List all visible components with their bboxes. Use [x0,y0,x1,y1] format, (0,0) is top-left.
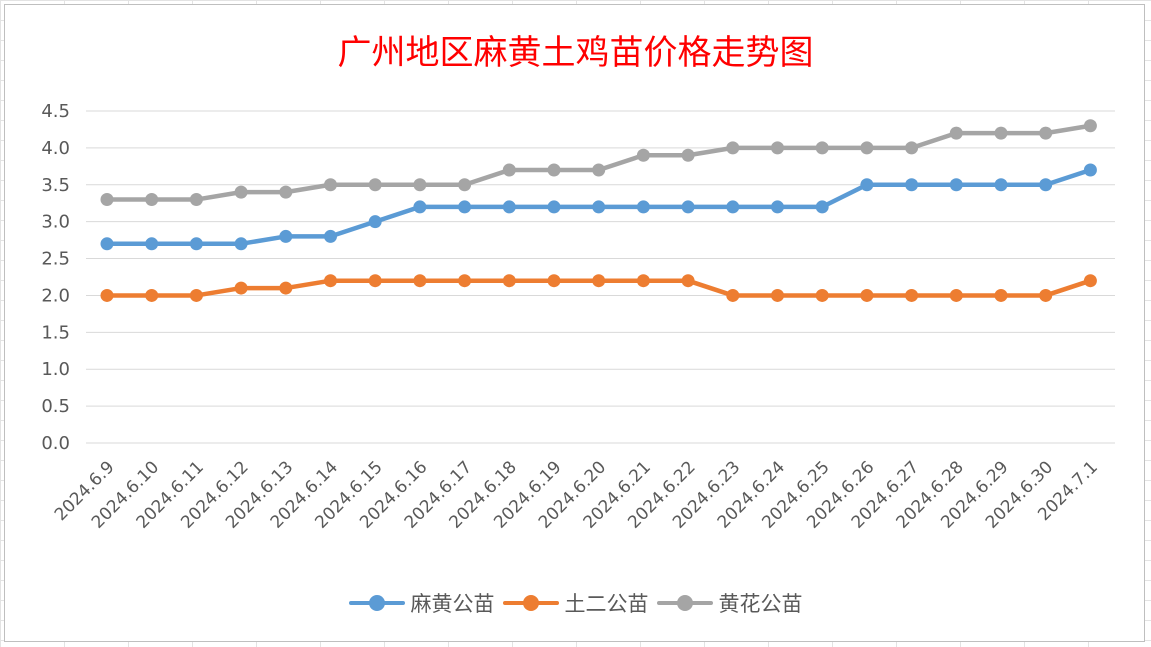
data-point [413,200,427,214]
data-point [905,178,919,192]
chart-area[interactable]: 广州地区麻黄土鸡苗价格走势图 [4,4,1145,642]
data-point [100,193,114,207]
y-tick-label: 1.0 [41,359,70,380]
legend-item: 土二公苗 [502,588,649,618]
data-point [502,274,516,288]
data-point [994,288,1008,302]
data-point [234,185,248,199]
data-point [592,200,606,214]
data-point [502,200,516,214]
data-point [100,288,114,302]
data-point [726,288,740,302]
data-point [189,237,203,251]
y-tick-label: 0.5 [41,396,70,417]
data-point [145,288,159,302]
data-point [458,274,472,288]
data-point [368,215,382,229]
data-point [726,200,740,214]
data-point [860,141,874,155]
data-point [771,141,784,155]
data-point [234,281,248,295]
legend-label: 土二公苗 [564,592,649,616]
legend-swatch [502,593,559,613]
data-point [949,288,963,302]
data-point [860,288,874,302]
legend-item: 黄花公苗 [656,588,803,618]
y-tick-label: 1.5 [41,322,70,343]
y-tick-label: 3.5 [41,175,70,196]
data-point [815,288,829,302]
data-point [726,141,740,155]
legend-label: 麻黄公苗 [410,592,495,616]
data-point [1039,178,1053,192]
data-point [324,178,337,192]
data-point [636,200,650,214]
y-tick-label: 2.0 [41,285,70,306]
data-point [368,178,382,192]
data-point [458,200,472,214]
series-line [104,123,1093,202]
data-point [279,229,293,243]
data-point [145,237,159,251]
data-point [1083,274,1097,288]
chart-legend: 麻黄公苗 土二公苗 黄花公苗 [0,588,1151,618]
data-point [771,288,784,302]
data-point [636,148,650,162]
data-point [681,274,695,288]
data-point [860,178,874,192]
y-tick-label: 4.5 [41,101,70,122]
data-point [681,148,695,162]
data-point [771,200,784,214]
data-point [994,126,1008,140]
data-point [1039,288,1053,302]
data-point [1083,163,1097,177]
data-point [100,237,114,251]
data-point [413,274,427,288]
data-point [413,178,427,192]
data-point [234,237,248,251]
data-point [458,178,472,192]
data-point [324,229,337,243]
data-point [994,178,1008,192]
data-point [905,141,919,155]
data-point [145,193,159,207]
data-point [502,163,516,177]
data-point [279,281,293,295]
data-point [547,200,561,214]
legend-swatch [348,593,405,613]
data-point [189,288,203,302]
y-tick-label: 2.5 [41,249,70,270]
data-point [324,274,337,288]
y-tick-label: 4.0 [41,138,70,159]
data-point [189,193,203,207]
data-point [949,178,963,192]
data-point [592,163,606,177]
data-point [368,274,382,288]
legend-item: 麻黄公苗 [348,588,495,618]
data-point [681,200,695,214]
data-point [905,288,919,302]
data-point [279,185,293,199]
data-point [949,126,963,140]
data-point [547,274,561,288]
data-point [815,141,829,155]
legend-swatch [656,593,713,613]
data-point [592,274,606,288]
data-point [815,200,829,214]
data-point [1083,119,1097,133]
data-point [547,163,561,177]
y-tick-label: 0.0 [41,433,70,454]
legend-label: 黄花公苗 [718,592,803,616]
chart-title: 广州地区麻黄土鸡苗价格走势图 [337,33,814,73]
y-tick-label: 3.0 [41,212,70,233]
data-point [1039,126,1053,140]
data-point [636,274,650,288]
